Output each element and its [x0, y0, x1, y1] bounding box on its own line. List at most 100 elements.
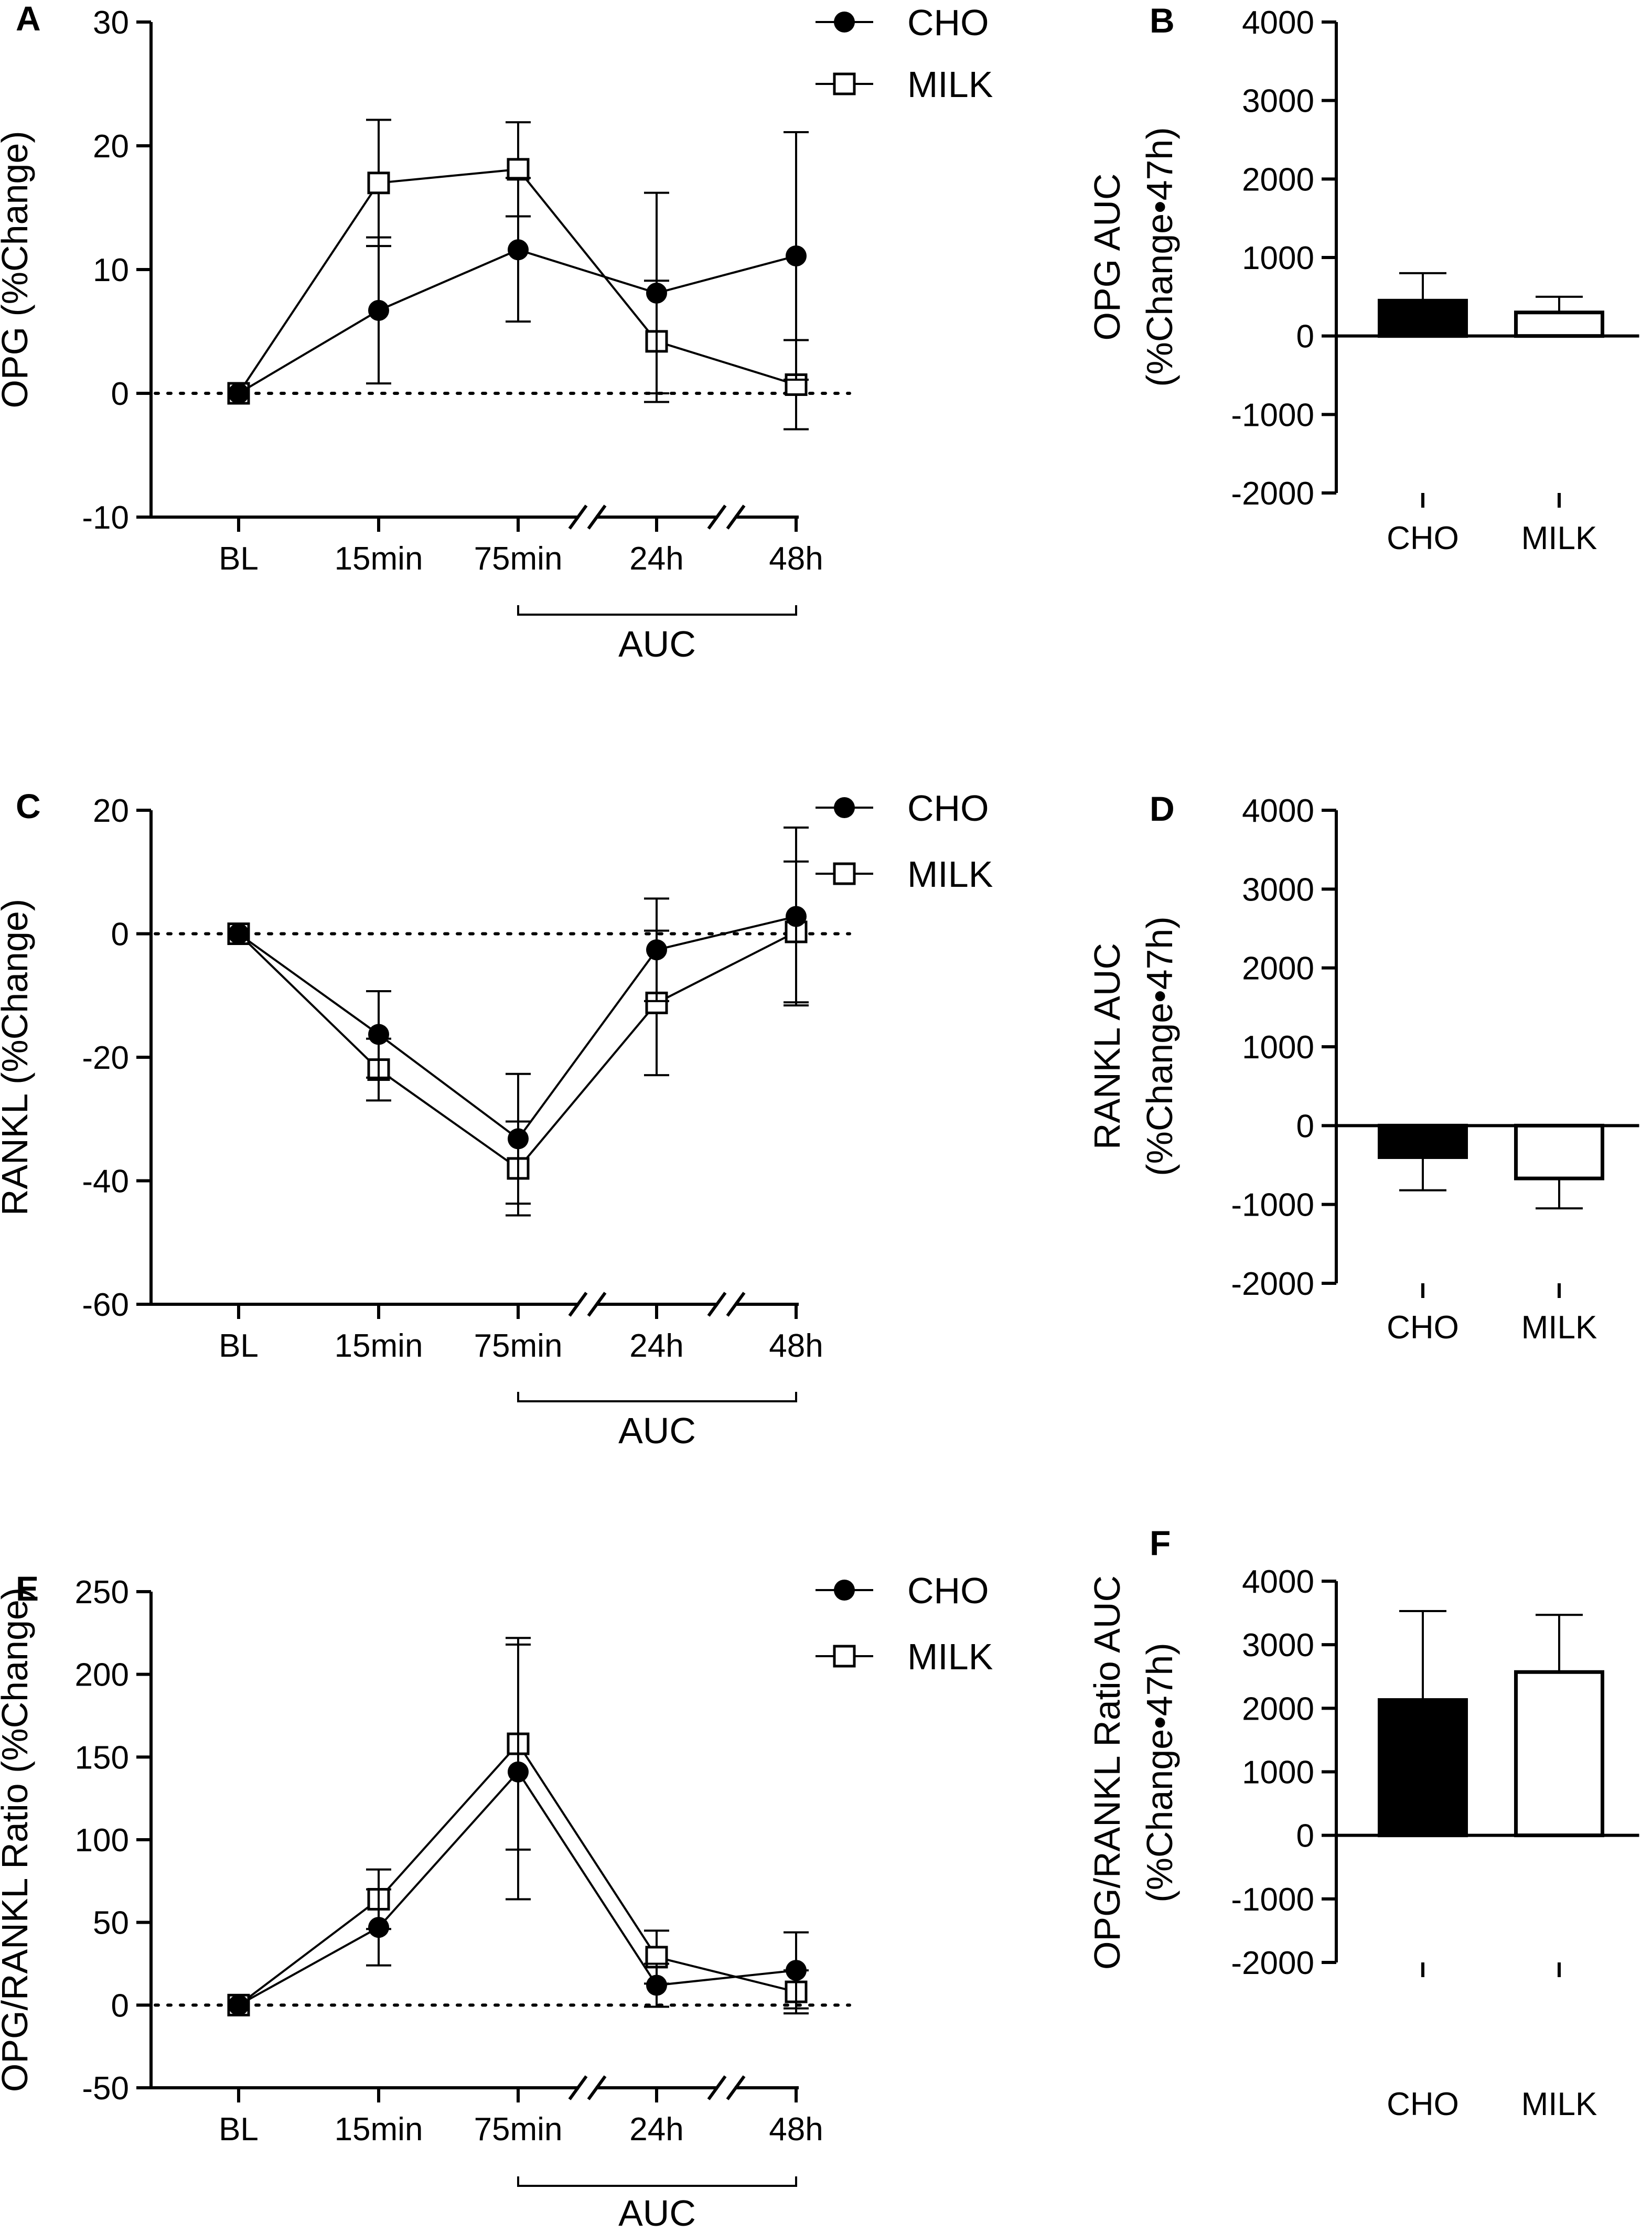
- y-tick-label: 3000: [1242, 83, 1314, 120]
- y-tick-label: 0: [111, 917, 129, 953]
- auc-label: AUC: [618, 624, 696, 664]
- data-point: [228, 1994, 249, 2016]
- axis-break-mark: [568, 1292, 588, 1317]
- y-tick-label: 50: [93, 1905, 129, 1941]
- data-point: [508, 239, 529, 261]
- data-point: [368, 299, 389, 321]
- data-point: [785, 373, 808, 396]
- auc-bracket: [517, 1392, 797, 1402]
- legend-label: CHO: [907, 788, 989, 829]
- y-tick-label: -1000: [1231, 1882, 1314, 1918]
- panel-label: D: [1150, 789, 1175, 828]
- x-tick-label: CHO: [1387, 2086, 1459, 2122]
- legend: CHO MILK: [816, 2, 993, 105]
- x-tick-label: 24h: [629, 541, 683, 577]
- y-tick-label: 0: [111, 376, 129, 412]
- axis-break-mark: [726, 2075, 746, 2100]
- x-tick-label: BL: [219, 541, 259, 577]
- y-tick-label: 4000: [1242, 1564, 1314, 1600]
- legend-marker: [834, 1580, 855, 1601]
- data-point: [507, 158, 530, 181]
- x-tick-label: 15min: [335, 2111, 423, 2148]
- y-tick-label: 1000: [1242, 1029, 1314, 1066]
- y-tick-label: 1000: [1242, 1755, 1314, 1791]
- y-tick-label: 1000: [1242, 240, 1314, 276]
- y-tick-label: 250: [75, 1574, 129, 1611]
- y-tick-label: -60: [82, 1287, 129, 1323]
- bar-milk: [1514, 1123, 1604, 1181]
- axis-break-mark: [707, 2075, 727, 2100]
- bar-chart-D: D -2000 -1000 0 1000 2000 3000 4000 CHO MILK RANKL…: [1087, 789, 1639, 1346]
- data-point: [368, 1024, 389, 1045]
- x-tick-label: MILK: [1521, 1310, 1597, 1346]
- axis-break-mark: [568, 2075, 588, 2100]
- y-tick-label: 10: [93, 252, 129, 288]
- y-tick-label: 0: [1296, 1108, 1314, 1144]
- y-tick-label: 20: [93, 128, 129, 165]
- bar-cho: [1378, 298, 1468, 338]
- x-tick-label: BL: [219, 2111, 259, 2148]
- legend-label: CHO: [907, 2, 989, 43]
- axis-break-mark: [707, 505, 727, 530]
- y-tick-label: 100: [75, 1822, 129, 1859]
- series-cho: [228, 826, 809, 1205]
- x-tick-label: MILK: [1521, 2086, 1597, 2122]
- axis-break-mark: [707, 1292, 727, 1317]
- y-tick-label: 2000: [1242, 1691, 1314, 1727]
- y-tick-label: -2000: [1231, 476, 1314, 512]
- data-point: [646, 939, 667, 961]
- legend-label: MILK: [907, 64, 993, 105]
- bar-chart-B: B -2000 -1000 0 1000 2000 3000 4000 CHO MILK OPG A…: [1087, 1, 1639, 556]
- bar-milk: [1514, 310, 1604, 338]
- legend-marker: [834, 797, 855, 818]
- x-tick-label: 15min: [335, 1328, 423, 1364]
- legend-label: MILK: [907, 1636, 993, 1677]
- auc-bracket: [517, 605, 797, 616]
- y-tick-label: -2000: [1231, 1945, 1314, 1981]
- axis-break-mark: [568, 505, 588, 530]
- y-tick-label: -1000: [1231, 1187, 1314, 1224]
- y-tick-label: -50: [82, 2070, 129, 2107]
- x-tick-label: 15min: [335, 541, 423, 577]
- series-cho: [228, 131, 809, 404]
- y-tick-label: 0: [1296, 1818, 1314, 1854]
- data-point: [508, 1761, 529, 1783]
- panel-label: C: [16, 787, 41, 825]
- x-tick-label: 48h: [769, 541, 823, 577]
- panel-label: F: [1150, 1523, 1171, 1562]
- y-tick-label: 2000: [1242, 951, 1314, 987]
- data-point: [228, 923, 249, 945]
- data-point: [228, 383, 249, 404]
- legend-label: CHO: [907, 1570, 989, 1611]
- data-point: [368, 1917, 389, 1938]
- y-axis-label: OPG/RANKL Ratio (%Change): [0, 1587, 35, 2092]
- data-point: [367, 171, 390, 195]
- y-tick-label: 30: [93, 5, 129, 41]
- data-point: [646, 1975, 667, 1996]
- x-tick-label: 24h: [629, 2111, 683, 2148]
- legend-marker: [833, 1645, 856, 1668]
- x-tick-label: 75min: [474, 2111, 563, 2148]
- y-tick-label: -20: [82, 1040, 129, 1076]
- y-tick-label: 200: [75, 1657, 129, 1693]
- series-cho: [228, 1643, 809, 2016]
- line-chart-A: A -10 0 10 20 30 BL 15min 75min 24h 48h AUC OPG (%Ch…: [0, 0, 993, 664]
- legend-label: MILK: [907, 854, 993, 895]
- y-axis-label: RANKL AUC: [1087, 943, 1128, 1150]
- panel-label: A: [16, 0, 41, 38]
- y-tick-label: 3000: [1242, 1627, 1314, 1664]
- x-tick-label: 24h: [629, 1328, 683, 1364]
- legend: CHO MILK: [816, 788, 993, 895]
- axis-break-mark: [587, 2075, 607, 2100]
- y-tick-label: 150: [75, 1740, 129, 1776]
- auc-bracket: [517, 2176, 797, 2187]
- auc-label: AUC: [618, 2193, 696, 2232]
- axis-break-mark: [726, 1292, 746, 1317]
- legend-marker: [833, 862, 856, 885]
- data-point: [508, 1128, 529, 1150]
- x-tick-label: 75min: [474, 1328, 563, 1364]
- x-tick-label: CHO: [1387, 1310, 1459, 1346]
- legend: CHO MILK: [816, 1570, 993, 1677]
- x-tick-label: 48h: [769, 1328, 823, 1364]
